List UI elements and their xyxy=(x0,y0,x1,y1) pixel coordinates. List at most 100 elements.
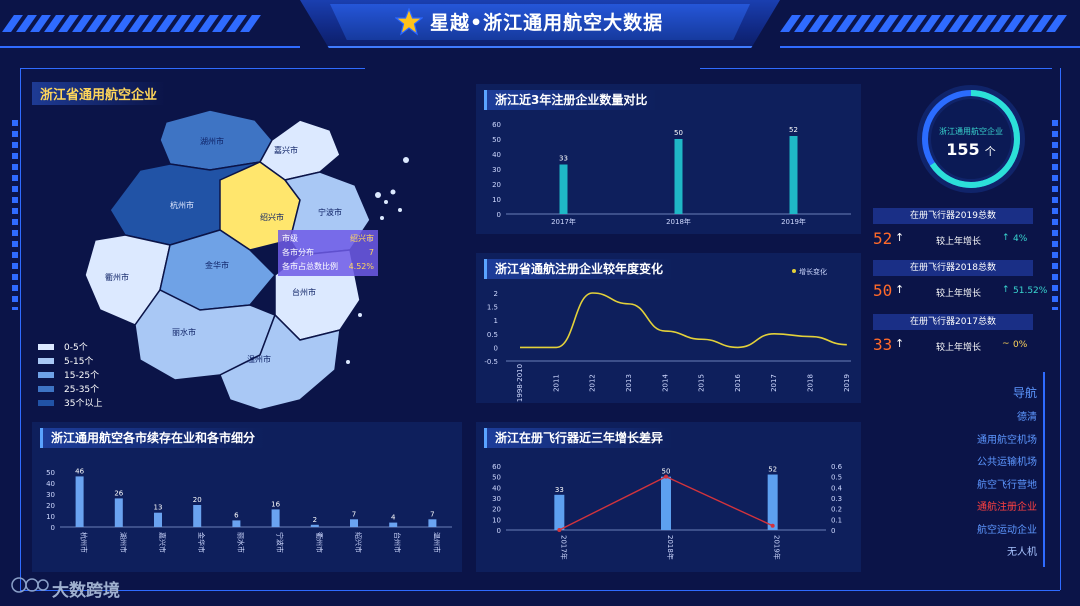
nav-title: 导航 xyxy=(1012,386,1037,400)
bar xyxy=(389,522,398,527)
stat-up-arrow-icon: ↑ xyxy=(895,337,905,350)
nav-item[interactable]: 航空飞行营地 xyxy=(977,479,1037,491)
stat-up-arrow-icon: ↑ xyxy=(895,231,905,244)
x-tick-label: 2012 xyxy=(589,374,597,392)
legend-swatch xyxy=(38,371,54,378)
legend-label: 25-35个 xyxy=(64,385,100,395)
legend-swatch xyxy=(38,357,54,364)
map-label-shaoxing: 绍兴市 xyxy=(260,212,284,222)
map-label-lishui: 丽水市 xyxy=(172,327,196,337)
y-tick-label: 30 xyxy=(492,166,501,174)
bar-value-label: 50 xyxy=(662,468,671,476)
map-label-taizhou: 台州市 xyxy=(292,287,316,297)
legend-label: 增长变化 xyxy=(799,267,827,276)
x-tick-label: 金华市 xyxy=(197,532,206,553)
map-label-hangzhou: 杭州市 xyxy=(170,200,194,210)
stat-percent: 4% xyxy=(1013,234,1028,244)
ring-value-unit: 个 xyxy=(984,145,996,158)
chart-registered-bars: 0 10 20 30 40 50 60 33 2017年 50 2018年 52 2019年 xyxy=(492,121,851,226)
bar-value-label: 7 xyxy=(352,510,356,518)
legend-item[interactable]: 35个以上 xyxy=(38,396,102,409)
bar-value-label: 33 xyxy=(555,486,564,494)
x-tick-label: 台州市 xyxy=(393,532,402,553)
bar-value-label: 50 xyxy=(674,129,683,137)
stat-value: 33 xyxy=(873,335,893,354)
bar xyxy=(674,139,683,214)
right-edge-dashes xyxy=(1052,120,1058,310)
bar-value-label: 4 xyxy=(391,514,396,522)
bar-value-label: 52 xyxy=(789,126,798,134)
nav-item[interactable]: 通航注册企业 xyxy=(977,502,1037,513)
x-tick-label: 2013 xyxy=(625,374,633,392)
y2-tick-label: 0.2 xyxy=(831,506,842,514)
chart-yearly-line: 2 1.5 1 0.5 0 -0.5 1998-2010 2011 2012 2013 2014 20… xyxy=(484,267,851,402)
nav-item[interactable]: 德清 xyxy=(1017,412,1037,423)
nav-bar-line xyxy=(1043,372,1045,567)
y-tick-label: 40 xyxy=(492,484,501,492)
nav-item[interactable]: 公共运输机场 xyxy=(977,457,1037,468)
panel-city-breakdown: 浙江通用航空各市续存在业和各市细分 0 10 20 30 40 50 46 杭州市 26 湖州市 1… xyxy=(32,422,462,572)
y-tick-label: 40 xyxy=(46,480,55,488)
stat-title: 在册飞行器2018总数 xyxy=(873,260,1033,276)
panel-title: 浙江近3年注册企业数量对比 xyxy=(484,90,658,110)
map-label-jinhua: 金华市 xyxy=(205,260,229,270)
y-tick-label: 2 xyxy=(494,290,498,298)
page-title: 星越•浙江通用航空大数据 xyxy=(430,12,664,34)
frame-top-left xyxy=(20,68,365,69)
x-tick-label: 杭州市 xyxy=(80,532,89,553)
stat-title: 在册飞行器2017总数 xyxy=(873,314,1033,330)
stat-value: 50 xyxy=(873,281,893,300)
chart-city-bars: 0 10 20 30 40 50 46 杭州市 26 湖州市 13 嘉兴市 20 金华市 6 丽水市 16 宁波市… xyxy=(46,467,452,553)
bar xyxy=(554,494,565,530)
y-tick-label: 0 xyxy=(51,524,55,532)
x-tick-label: 宁波市 xyxy=(276,532,285,553)
nav-item[interactable]: 通用航空机场 xyxy=(977,434,1037,446)
map-region-wenzhou[interactable] xyxy=(219,313,341,411)
x-tick-label: 1998-2010 xyxy=(516,364,524,402)
legend-item[interactable]: 15-25个 xyxy=(38,368,99,381)
legend-label: 15-25个 xyxy=(64,371,100,381)
y-tick-label: 10 xyxy=(46,513,55,521)
nav-item[interactable]: 航空运动企业 xyxy=(977,524,1037,536)
bar-value-label: 6 xyxy=(234,511,239,519)
nav-item[interactable]: 无人机 xyxy=(1007,547,1037,558)
ring-value: 155 个 xyxy=(914,140,1028,159)
legend-item[interactable]: 5-15个 xyxy=(38,354,93,367)
panel-title: 浙江省通航注册企业较年度变化 xyxy=(484,259,674,279)
legend-item[interactable]: 0-5个 xyxy=(38,340,88,353)
y-tick-label: 50 xyxy=(492,474,501,482)
x-tick-label: 2017年 xyxy=(559,535,568,560)
x-tick-label: 2019 xyxy=(843,374,851,392)
bar xyxy=(350,519,358,527)
y2-tick-label: 0.3 xyxy=(831,495,842,503)
chart-aircraft-combo: 0 10 20 30 40 50 60 0 0.1 0.2 0.3 0.4 0.5 0.6 33 2017年 5… xyxy=(492,463,843,560)
zhejiang-map: 湖州市 嘉兴市 杭州市 绍兴市 宁波市 衢州市 台州市 丽水市 温州市 金华市 xyxy=(84,109,409,411)
y-tick-label: 0 xyxy=(497,527,501,535)
watermark-logo-icon xyxy=(11,577,49,593)
bar xyxy=(271,509,280,527)
map-label-huzhou: 湖州市 xyxy=(200,136,224,146)
x-tick-label: 2018年 xyxy=(666,535,675,560)
y2-tick-label: 0.5 xyxy=(831,474,842,482)
tooltip-row: 市级 绍兴市 xyxy=(282,234,374,243)
y-tick-label: 30 xyxy=(492,495,501,503)
x-tick-label: 2014 xyxy=(661,374,669,392)
panel-aircraft-growth: 浙江在册飞行器近三年增长差异 0 10 20 30 40 50 60 0 0.1 0.2 0.3 0.… xyxy=(476,422,861,572)
bar xyxy=(789,136,798,214)
legend-label: 0-5个 xyxy=(64,343,88,353)
x-tick-label: 2018 xyxy=(807,374,815,392)
bar-value-label: 52 xyxy=(768,466,777,474)
x-tick-label: 2018年 xyxy=(666,217,691,226)
bar-value-label: 7 xyxy=(430,510,434,518)
y-tick-label: 20 xyxy=(46,502,55,510)
y2-tick-label: 0.6 xyxy=(831,463,843,471)
y-tick-label: 20 xyxy=(492,181,501,189)
bar-value-label: 16 xyxy=(271,500,280,508)
legend-item[interactable]: 25-35个 xyxy=(38,382,99,395)
map-tooltip: 市级 绍兴市 各市分布 7 各市占总数比例 4.52% xyxy=(278,230,378,276)
x-tick-label: 温州市 xyxy=(432,532,441,553)
x-tick-label: 绍兴市 xyxy=(354,532,363,553)
y-tick-label: 20 xyxy=(492,506,501,514)
y2-tick-label: 0 xyxy=(831,527,835,535)
panel-yearly-change: 浙江省通航注册企业较年度变化 2 1.5 1 0.5 0 -0.5 1998-2010 201… xyxy=(476,253,861,403)
